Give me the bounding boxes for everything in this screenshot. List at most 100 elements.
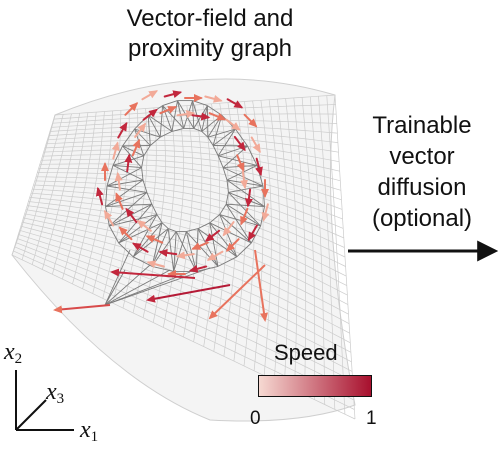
vector-field <box>95 90 270 278</box>
graph-edge <box>105 179 144 207</box>
vector-arrow <box>114 171 123 191</box>
graph-edge <box>160 130 173 138</box>
surface-grid-line <box>243 101 255 366</box>
graph-edge <box>146 192 153 205</box>
vector-arrow <box>236 154 245 172</box>
surface-grid-line <box>285 98 298 391</box>
graph-edge <box>219 214 252 244</box>
vector-arrow <box>136 219 152 232</box>
graph-edge <box>147 114 161 138</box>
surface-grid-line <box>18 234 353 372</box>
vector-arrow <box>208 112 227 121</box>
title-line-1: Vector-field and <box>126 5 294 32</box>
graph-edge <box>109 225 120 244</box>
speed-colorbar <box>258 375 372 397</box>
vector-arrow <box>111 141 120 160</box>
graph-edge <box>225 203 252 244</box>
figure-title: Vector-field and proximity graph <box>60 4 360 64</box>
graph-edge <box>193 127 202 132</box>
graph-edge <box>122 145 144 157</box>
surface-grid-line <box>32 188 346 267</box>
graph-edge <box>112 164 144 181</box>
graph-edge <box>212 145 219 156</box>
graph-edge <box>226 179 229 193</box>
vector-arrow <box>204 94 223 103</box>
graph-edge <box>104 269 126 306</box>
surface-grid-line <box>19 229 352 363</box>
surface-grid-line <box>293 97 307 395</box>
graph-edge <box>147 115 151 146</box>
vector-arrow <box>124 102 139 116</box>
diffusion-step-label: Trainable vector diffusion (optional) <box>344 110 500 234</box>
graph-edge <box>201 131 209 138</box>
surface-grid-line <box>268 99 281 381</box>
colorbar-title: Speed <box>274 340 338 365</box>
colorbar-min-label: 0 <box>250 408 261 429</box>
surface-grid-line <box>326 95 346 415</box>
step-line-1: Trainable <box>372 112 472 139</box>
vector-arrow <box>204 229 221 242</box>
colorbar-max-label: 1 <box>366 408 377 429</box>
vector-arrow <box>159 106 178 115</box>
surface-grid-line <box>15 242 354 391</box>
graph-edge <box>185 231 197 272</box>
graph-edge <box>219 203 227 215</box>
graph-edge <box>141 155 145 168</box>
vector-arrow <box>233 135 246 152</box>
vector-arrow <box>240 170 248 190</box>
vector-arrow <box>117 121 128 139</box>
vector-arrow <box>124 153 133 173</box>
vector-arrow <box>131 242 149 253</box>
graph-edge <box>228 185 264 193</box>
surface-grid-line <box>309 96 326 405</box>
graph-edge <box>228 192 261 227</box>
vector-arrow <box>158 248 178 257</box>
vector-arrow <box>145 235 164 244</box>
graph-edge <box>106 179 144 187</box>
axis-x1-sub: 1 <box>90 429 99 445</box>
graph-edge <box>106 167 142 187</box>
graph-edge <box>197 222 210 230</box>
graph-edge <box>141 167 144 181</box>
graph-edge <box>197 228 238 258</box>
surface-grid-line <box>30 192 347 277</box>
graph-edge <box>105 203 152 208</box>
graph-edge <box>122 128 135 147</box>
graph-edge <box>168 228 177 233</box>
manifold-surface <box>11 78 356 422</box>
graph-edge <box>156 214 163 224</box>
graph-edge <box>150 136 161 146</box>
axes-triad <box>15 370 74 431</box>
graph-edge <box>225 192 229 205</box>
graph-edge <box>219 214 261 227</box>
graph-edge <box>171 100 178 132</box>
graph-edge <box>104 264 151 306</box>
axis-x3-label: x3 <box>46 380 64 407</box>
axis-x3-var: x <box>46 379 57 405</box>
graph-edge <box>104 249 131 306</box>
vector-arrow <box>131 138 140 157</box>
vector-arrow <box>261 203 270 222</box>
vector-arrow <box>141 90 159 101</box>
axis-x2-label: x2 <box>4 340 22 367</box>
graph-edge <box>209 222 219 267</box>
axis-x3-line <box>15 399 47 431</box>
graph-edge <box>105 185 108 207</box>
vector-arrow <box>240 207 249 226</box>
surface-grid-line <box>301 97 316 400</box>
step-line-2: vector <box>389 143 455 170</box>
graph-edge <box>151 204 158 215</box>
graph-edge <box>162 105 185 129</box>
long-vectors <box>53 249 268 322</box>
graph-edge <box>162 105 173 132</box>
graph-edge <box>195 228 199 272</box>
vector-arrow <box>247 224 258 242</box>
vector-arrow <box>250 136 261 154</box>
surface-grid-line <box>29 197 347 286</box>
vector-arrow <box>243 113 258 128</box>
graph-edge <box>159 105 164 138</box>
vector-arrow <box>163 90 183 99</box>
vector-arrow <box>222 221 235 237</box>
graph-edge <box>173 231 177 272</box>
